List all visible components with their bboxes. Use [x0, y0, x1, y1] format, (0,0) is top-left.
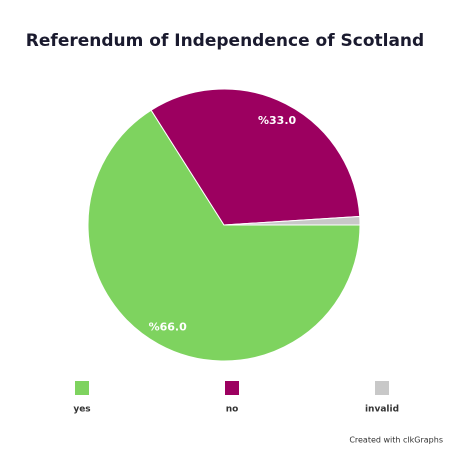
chart-title: Referendum of Independence of Scotland [26, 31, 424, 51]
pie-slice [87, 109, 361, 362]
slice-label: %33.0 [258, 114, 297, 127]
slice-label: %66.0 [149, 320, 188, 333]
legend-label: yes [73, 405, 90, 415]
legend-swatch [75, 381, 89, 395]
legend-label: no [226, 405, 239, 415]
footer: Created with clkGraphs [349, 436, 443, 445]
legend-label: invalid [365, 405, 399, 415]
legend-swatch [225, 381, 239, 395]
pie-slice [223, 215, 361, 226]
legend-swatch [375, 381, 389, 395]
pie-slice [150, 88, 361, 226]
